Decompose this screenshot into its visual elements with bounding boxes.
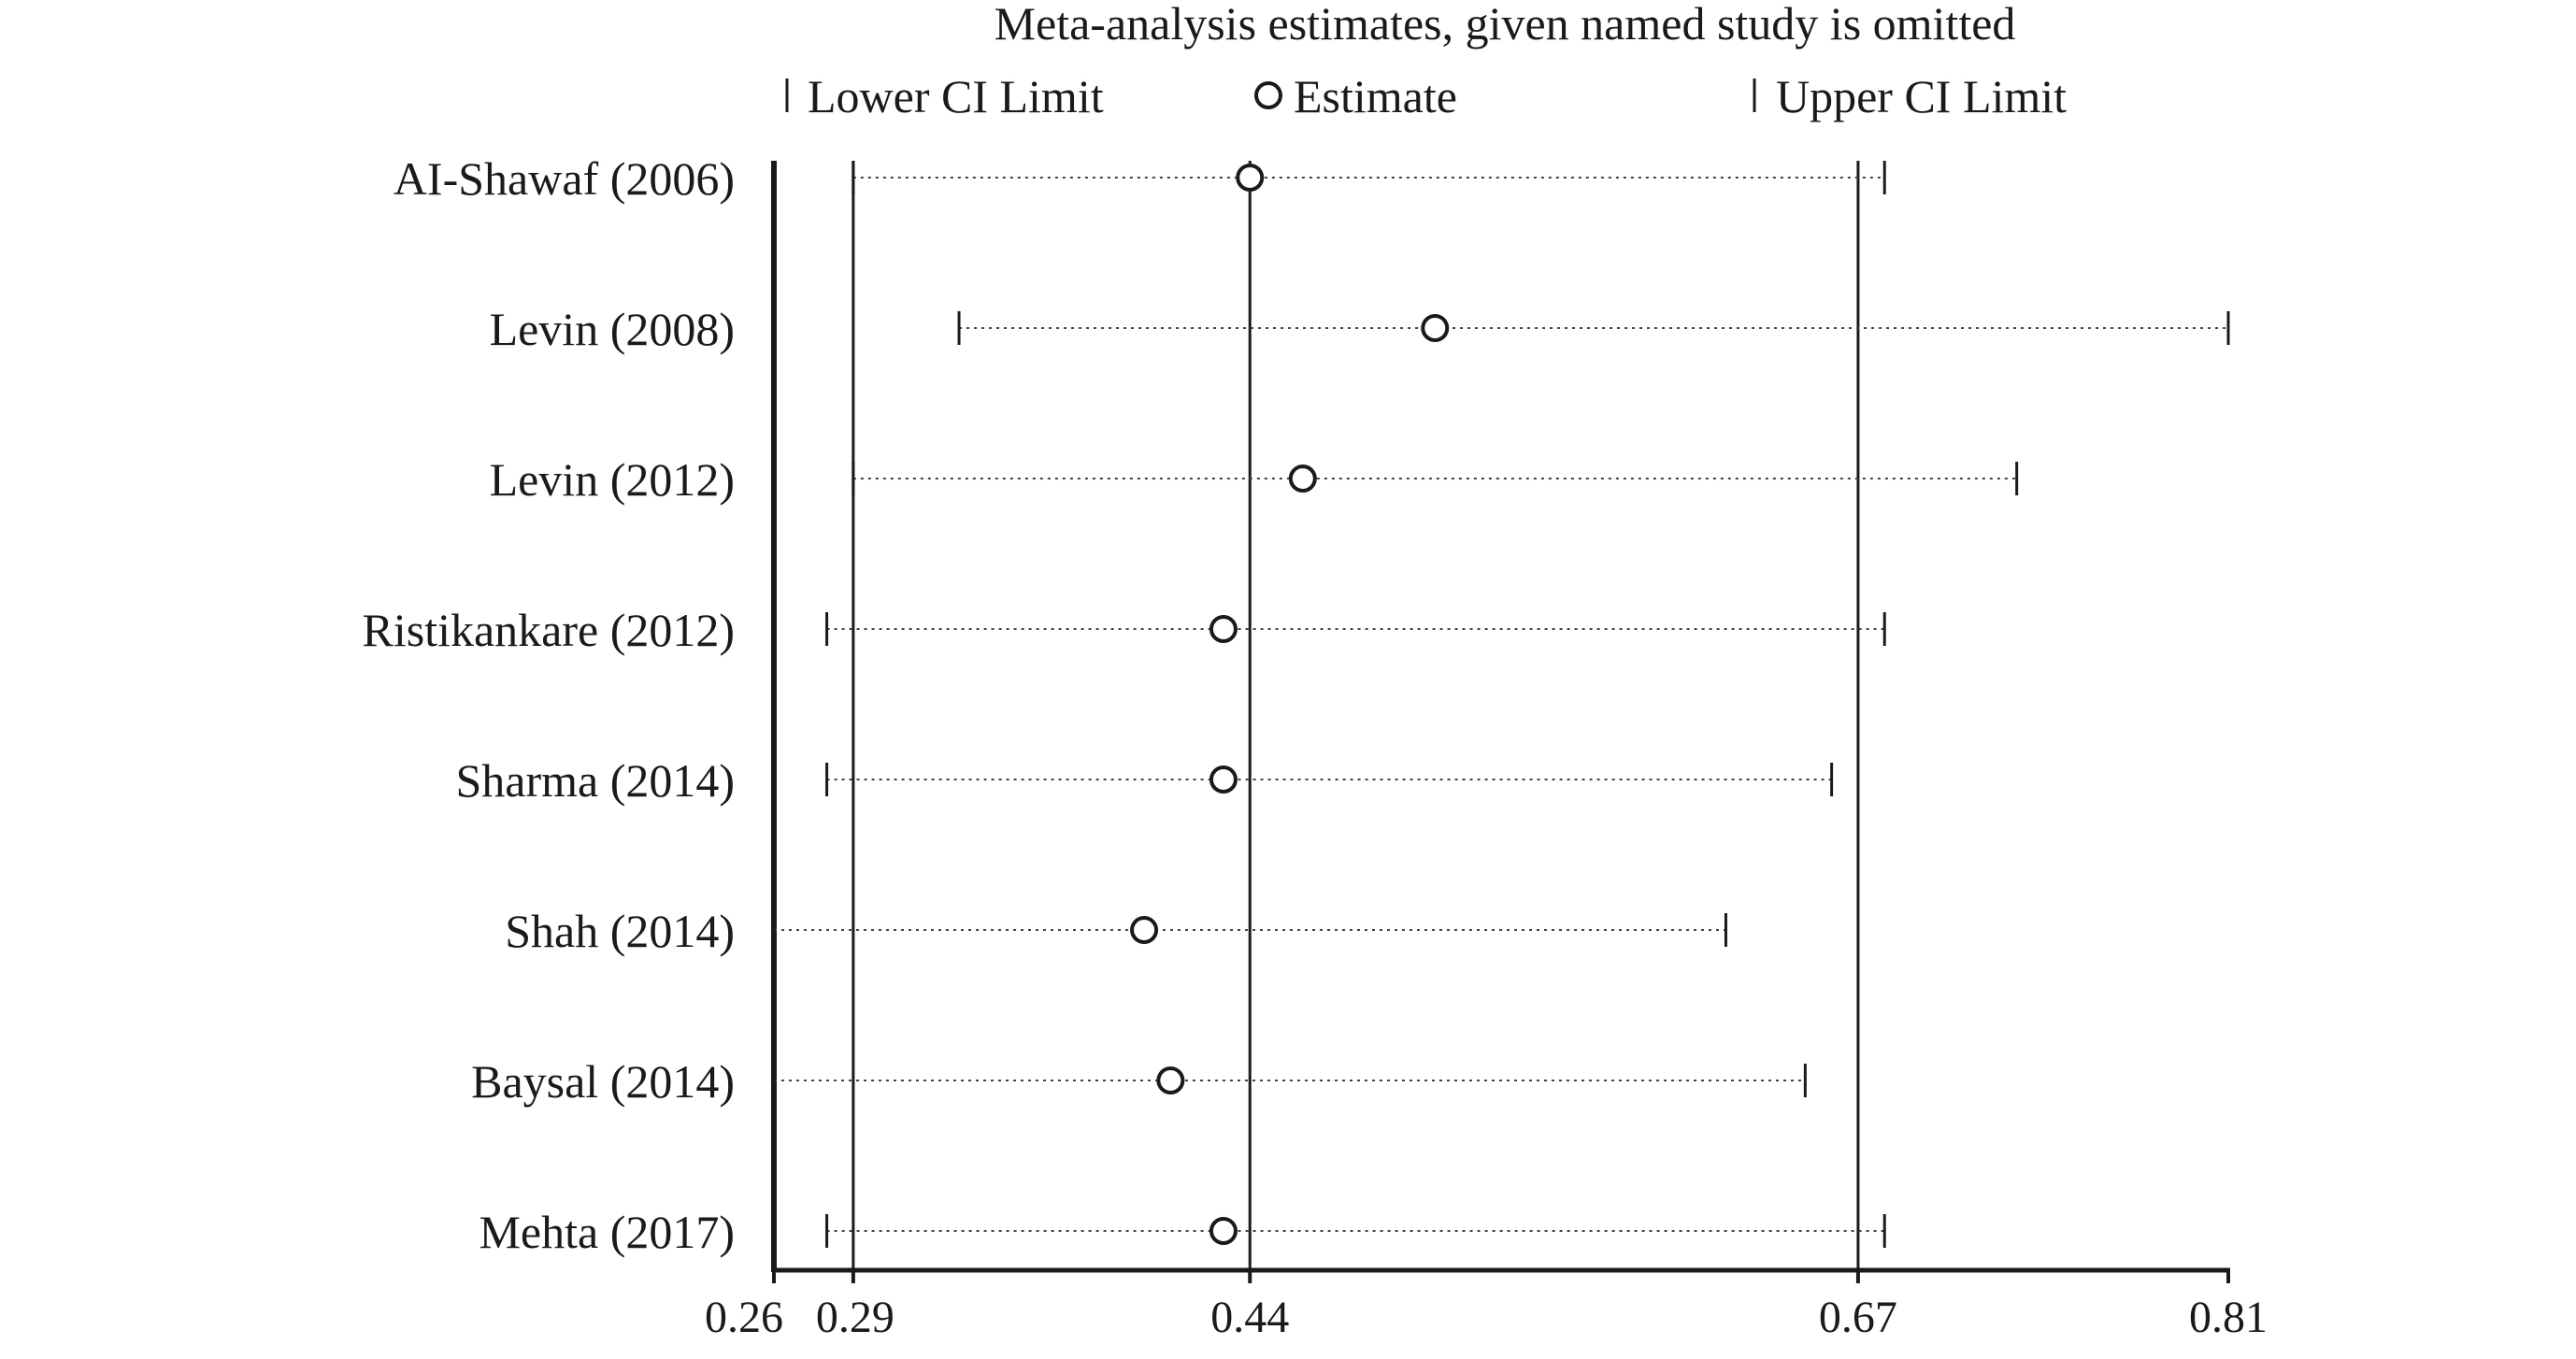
legend-estimate-marker: [1254, 81, 1282, 109]
x-tick-label: 0.26: [705, 1293, 783, 1342]
plot-area: 0.26 0.29 0.44 0.67 0.81 AI-Shawaf (2006) Levi…: [362, 152, 2268, 1342]
legend-lower-label: Lower CI Limit: [808, 70, 1104, 122]
study-label: Levin (2008): [490, 303, 735, 355]
study-label: Baysal (2014): [471, 1055, 735, 1108]
study-label: Mehta (2017): [479, 1206, 735, 1258]
legend-estimate-label: Estimate: [1294, 70, 1457, 122]
study-label: AI-Shawaf (2006): [394, 152, 735, 205]
estimate-point: [1156, 1066, 1185, 1094]
x-tick-label: 0.44: [1210, 1293, 1289, 1342]
estimate-point: [1288, 465, 1317, 493]
estimate-point: [1209, 765, 1238, 794]
legend: Lower CI Limit Estimate Upper CI Limit: [785, 70, 2067, 122]
study-label: Sharma (2014): [455, 754, 735, 807]
study-label: Shah (2014): [505, 905, 735, 957]
study-label: Ristikankare (2012): [362, 604, 735, 656]
chart-title: Meta-analysis estimates, given named stu…: [995, 0, 2016, 50]
study-label: Levin (2012): [490, 453, 735, 506]
x-tick-label: 0.81: [2189, 1293, 2268, 1342]
x-tick-label: 0.67: [1819, 1293, 1897, 1342]
legend-upper-label: Upper CI Limit: [1776, 70, 2067, 122]
estimate-point: [1421, 314, 1450, 342]
x-tick-label: 0.29: [816, 1293, 894, 1342]
estimate-point: [1130, 916, 1159, 944]
estimate-point: [1209, 1217, 1238, 1245]
estimate-point: [1236, 164, 1265, 192]
estimate-point: [1209, 615, 1238, 643]
